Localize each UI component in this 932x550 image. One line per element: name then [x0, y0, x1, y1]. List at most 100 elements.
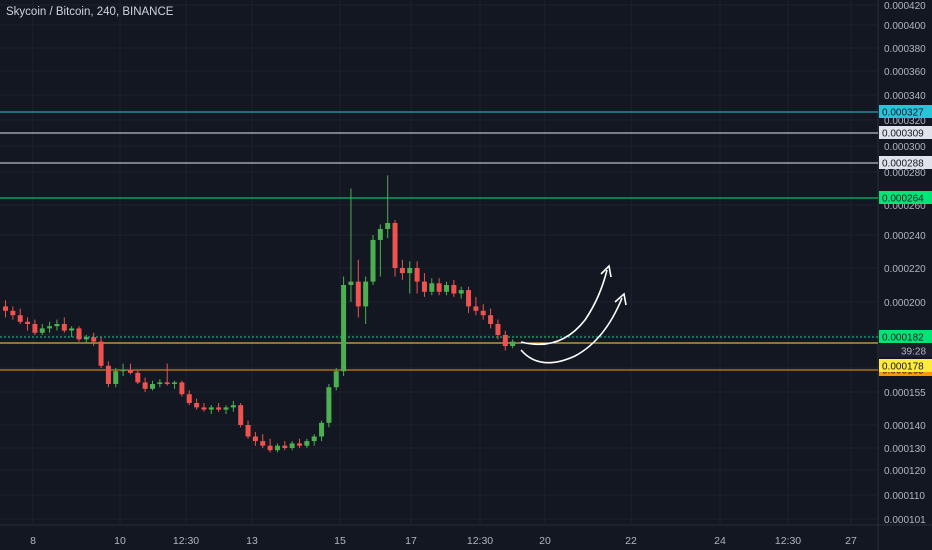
candle-body	[245, 425, 251, 437]
candle-body	[252, 436, 258, 442]
candle-body	[392, 223, 398, 268]
candle-body	[39, 328, 45, 333]
candle-body	[69, 328, 75, 331]
candle-body	[385, 223, 391, 229]
candle-body	[304, 441, 310, 446]
candle-body	[274, 445, 280, 451]
candle-body	[333, 371, 339, 388]
candle-body	[194, 403, 200, 408]
price-label-bg	[879, 330, 932, 343]
candle-body	[473, 306, 479, 311]
candle-body	[91, 337, 97, 342]
candle-body	[172, 382, 178, 384]
level-label: 0.000288	[882, 159, 924, 170]
level-label-bg	[879, 156, 932, 169]
level-label: 0.000264	[882, 194, 924, 205]
candle-body	[348, 281, 354, 285]
candle-body	[150, 384, 155, 389]
y-tick-label: 0.000140	[884, 421, 926, 432]
candle-body	[3, 306, 8, 311]
candle-body	[10, 310, 16, 316]
forecast-arrow-1	[520, 269, 608, 346]
candle-body	[488, 315, 494, 324]
candle-body	[83, 337, 89, 340]
candle-body	[341, 285, 347, 372]
candle-body	[297, 443, 302, 446]
y-tick-label: 0.000280	[884, 168, 926, 179]
candle-body	[157, 382, 163, 384]
x-tick-label: 24	[714, 535, 726, 547]
candle-body	[399, 268, 405, 274]
candle-body	[238, 405, 244, 425]
y-tick-label: 0.000240	[884, 231, 926, 242]
level-label: 0.000327	[882, 108, 924, 119]
candle-body	[98, 341, 104, 366]
x-tick-label: 12:30	[173, 535, 199, 547]
level-label: 0.000309	[882, 129, 924, 140]
candle-body	[61, 324, 67, 331]
y-tick-label: 0.000300	[884, 142, 926, 153]
candle-body	[230, 405, 236, 408]
candle-body	[179, 382, 185, 395]
y-tick-label: 0.000101	[884, 515, 926, 526]
x-tick-label: 12:30	[775, 535, 801, 547]
candle-body	[370, 239, 376, 282]
candle-body	[421, 281, 427, 292]
x-tick-label: 22	[625, 535, 637, 547]
candle-body	[54, 324, 60, 327]
candle-body	[32, 324, 38, 333]
x-tick-label: 17	[405, 535, 417, 547]
candle-body	[25, 321, 31, 324]
candle-body	[208, 407, 214, 410]
candle-body	[444, 285, 449, 292]
y-tick-label: 0.000155	[884, 388, 926, 399]
candle-body	[458, 290, 464, 294]
candle-body	[436, 283, 442, 292]
candle-body	[282, 445, 288, 448]
candle-body	[223, 407, 229, 410]
price-label: 0.000178	[882, 362, 924, 373]
y-tick-label: 0.000360	[884, 67, 926, 78]
candle-body	[201, 407, 207, 410]
y-tick-label: 0.000130	[884, 444, 926, 455]
candle-body	[120, 369, 126, 372]
candle-body	[267, 445, 273, 451]
candle-body	[17, 315, 23, 322]
x-tick-label: 20	[539, 535, 551, 547]
price-label-bg	[879, 344, 932, 357]
candle-body	[480, 310, 486, 316]
x-tick-label: 10	[114, 535, 126, 547]
candle-body	[127, 369, 133, 373]
forecast-arrowhead-1	[600, 264, 612, 278]
price-label: 0.000182	[882, 333, 924, 344]
y-tick-label: 0.000260	[884, 201, 926, 212]
candle-body	[260, 441, 266, 446]
level-label-bg	[879, 191, 932, 204]
candle-body	[502, 335, 508, 346]
x-tick-label: 8	[30, 535, 36, 547]
x-tick-label: 13	[246, 535, 258, 547]
x-tick-label: 27	[845, 535, 857, 547]
candle-body	[377, 229, 383, 240]
level-label-bg	[879, 105, 932, 118]
candle-body	[186, 394, 192, 403]
candle-body	[216, 407, 222, 410]
symbol-title: Skycoin / Bitcoin, 240, BINANCE	[6, 6, 174, 18]
y-tick-label: 0.000220	[884, 264, 926, 275]
forecast-arrowhead-2	[614, 292, 627, 306]
candle-body	[319, 422, 325, 437]
candle-body	[510, 341, 516, 346]
candle-body	[289, 443, 295, 448]
y-tick-label: 0.000400	[884, 21, 926, 32]
candle-body	[451, 285, 457, 294]
candle-body	[414, 268, 420, 282]
candle-body	[47, 326, 53, 329]
price-label-bg	[879, 359, 932, 372]
forecast-arrow-2	[520, 297, 623, 364]
y-tick-label: 0.000110	[884, 491, 925, 502]
y-tick-label: 0.000120	[884, 466, 926, 477]
candle-body	[76, 328, 82, 340]
y-tick-label: 0.000340	[884, 91, 926, 102]
candle-body	[326, 387, 332, 423]
